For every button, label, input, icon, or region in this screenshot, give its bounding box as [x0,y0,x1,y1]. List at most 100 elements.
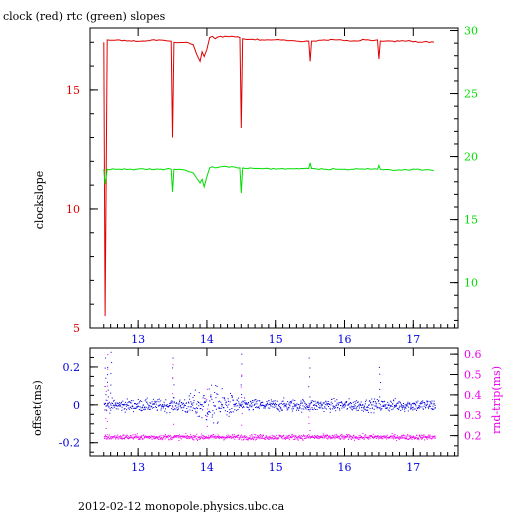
bot-series-point-0 [221,405,223,407]
bot-series-point-0 [194,408,196,410]
bot-series-point-0 [369,400,371,402]
bot-series-point-0 [424,402,425,403]
bot-series-point-0 [319,407,321,409]
bot-series-point-0 [407,403,409,405]
bot-series-point-0 [254,403,256,405]
bot-series-point-1 [329,435,331,437]
bot-series-point-0 [147,403,149,405]
bot-series-point-0 [232,395,233,397]
bot-series-point-0 [339,409,341,411]
bot-series-point-0 [431,400,433,402]
bot-series-point-1 [409,436,411,438]
bot-series-point-1 [404,438,406,440]
bot-series-point-0 [137,405,139,407]
bot-series-point-0 [242,401,244,402]
bot-series-point-1 [259,434,261,436]
bot-series-point-0 [230,411,232,413]
bot-series-point-0 [165,399,167,401]
bot-series-point-0 [346,401,348,402]
bot-series-point-1 [116,437,118,439]
bot-series-point-1 [434,435,436,437]
bot-series-point-1 [334,438,336,440]
bot-series-point-1 [284,437,286,439]
bot-series-point-0 [334,400,336,402]
bot-series-point-0 [224,410,226,412]
bot-series-point-0 [263,407,265,409]
bot-series-point-1 [222,435,224,437]
bot-series-point-0 [360,401,362,403]
bot-series-point-0 [388,403,390,405]
bot-series-point-0 [155,406,156,408]
bot-series-point-1 [373,436,375,438]
bot-series-point-0 [199,415,200,417]
bot-series-point-0 [395,405,397,407]
bot-series-point-0 [288,407,290,409]
bot-series-point-0 [235,403,237,405]
bot-series-point-0 [330,404,332,406]
bot-series-point-1 [247,439,249,441]
bot-series-point-1 [249,435,251,437]
bot-series-point-0 [128,408,130,410]
bot-series-point-1 [110,435,112,437]
bot-series-point-1 [243,438,245,440]
bot-series-point-0 [344,405,346,407]
bot-spike-point-1 [105,418,107,420]
bot-series-point-1 [387,437,389,438]
bot-series-point-0 [376,407,378,409]
bot-series-point-0 [233,405,235,407]
bot-series-point-1 [267,437,269,439]
bot-series-point-0 [203,395,205,396]
bot-series-point-1 [281,436,283,438]
bot-series-point-1 [282,435,284,437]
bot-series-point-1 [367,438,369,440]
bot-series-point-0 [410,404,412,406]
bot-series-point-0 [331,398,333,400]
bot-series-point-1 [274,437,276,439]
bot-series-point-1 [133,438,134,440]
bot-series-point-0 [152,403,154,405]
bot-series-point-0 [388,405,390,406]
bot-series-point-0 [430,401,432,403]
bot-series-point-0 [415,403,416,405]
bot-series-point-1 [228,436,230,438]
bot-series-point-1 [182,436,184,438]
bot-series-point-0 [196,411,198,413]
bot-series-point-1 [359,437,361,438]
bot-series-point-0 [433,400,435,402]
bot-series-point-1 [158,435,160,437]
bot-series-point-0 [113,404,115,406]
bot-series-point-0 [316,405,318,407]
bot-series-point-0 [228,415,230,417]
bot-series-point-0 [190,393,192,395]
bot-series-point-1 [410,435,412,437]
bot-series-point-1 [228,436,230,438]
bot-series-point-0 [292,399,294,401]
bot-series-point-0 [360,404,361,406]
bot-series-point-1 [353,434,355,436]
bot-series-point-0 [349,406,351,408]
bot-series-point-0 [299,404,301,406]
bot-spike-point-0 [241,394,243,395]
bot-series-point-1 [322,437,324,439]
bot-series-point-1 [378,435,380,437]
bot-series-point-0 [361,407,362,409]
bot-series-point-0 [400,410,402,411]
bot-series-point-0 [309,406,311,408]
bottom-chart-panel: 13 14 15 16 17 -0.200.2 0.20.30.40.50.6 offs… [31,347,503,474]
bot-series-point-0 [329,407,331,409]
bot-series-point-0 [330,408,332,410]
bot-series-point-1 [177,435,179,437]
bot-series-point-0 [195,412,197,414]
bot-series-point-1 [418,435,420,437]
bot-spike-point-0 [107,366,109,368]
bot-series-point-0 [358,405,360,407]
bot-series-point-0 [355,400,357,402]
bot-series-point-1 [424,436,426,438]
bot-series-point-0 [218,406,220,408]
bot-series-point-0 [159,404,161,406]
bot-series-point-1 [188,436,190,437]
bot-series-point-1 [193,436,195,438]
bot-series-point-1 [256,438,258,440]
bot-series-point-1 [386,437,388,439]
bot-series-point-1 [154,436,156,438]
